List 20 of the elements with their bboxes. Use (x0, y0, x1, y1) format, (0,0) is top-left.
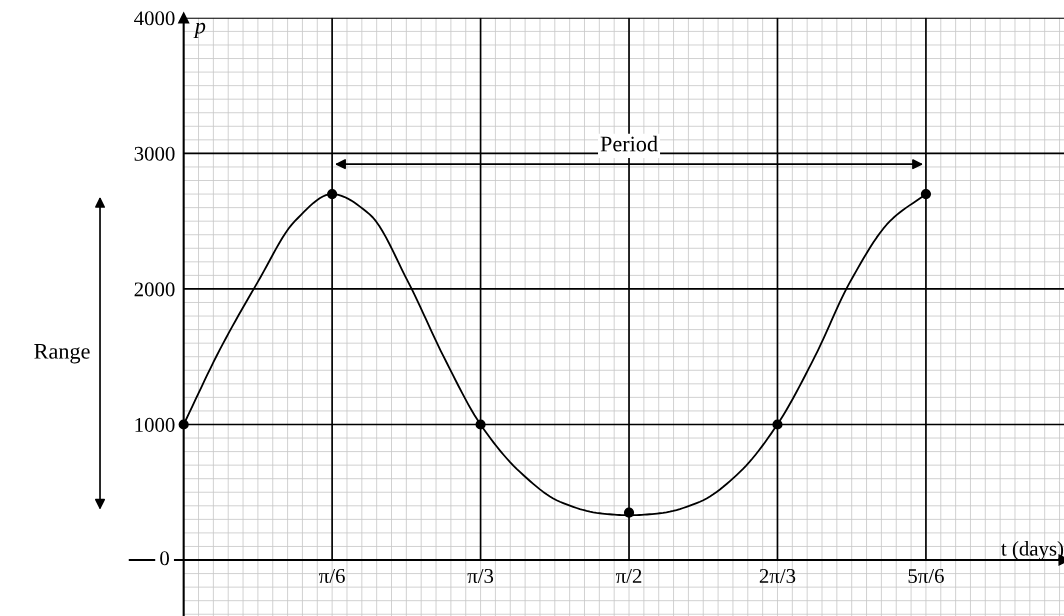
y-tick-label: 1000 (135, 417, 175, 432)
x-axis-title: t (days) (1001, 541, 1064, 561)
point (623, 507, 635, 518)
text: Range (34, 344, 90, 364)
point (475, 419, 486, 430)
annotation: Period (600, 135, 658, 152)
y-tick-label: 2000 (134, 282, 175, 297)
point (178, 419, 189, 430)
x-tick-label: π/2 (615, 569, 642, 584)
point (327, 188, 338, 200)
y-axis-title: p (193, 22, 206, 39)
y-tick-label: 3000 (134, 146, 175, 161)
y-tick-label: 0 (160, 551, 169, 566)
point (772, 419, 783, 430)
y-tick-label: 4000 (134, 11, 175, 26)
x-tick-label: π/3 (467, 569, 494, 584)
x-tick-label: 5π/6 (908, 569, 944, 584)
point (920, 188, 932, 200)
x-tick-label: 2π/3 (759, 569, 796, 584)
x-tick-label: π/6 (319, 569, 345, 584)
